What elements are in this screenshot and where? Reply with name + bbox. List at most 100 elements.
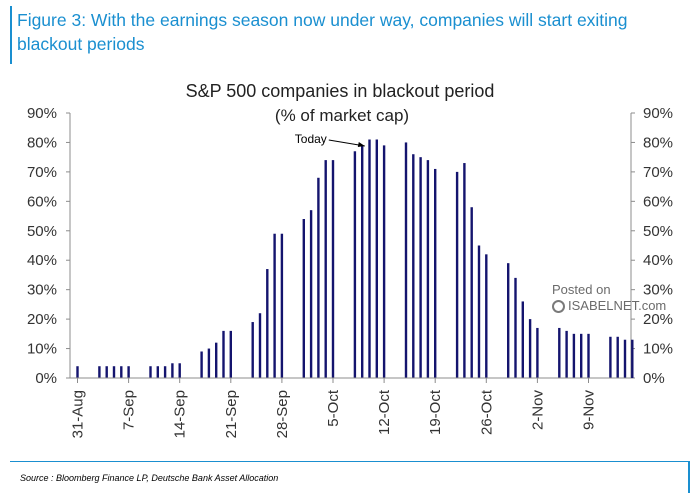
bar [309, 210, 313, 378]
bar [507, 263, 510, 378]
left-y-tick-label: 60% [27, 193, 57, 210]
globe-icon [552, 299, 565, 313]
bar [419, 157, 422, 378]
bar [273, 233, 276, 378]
watermark-site: ISABELNET.com [552, 298, 666, 314]
bar [251, 322, 254, 378]
bar [631, 339, 634, 378]
x-tick-label: 7-Sep [121, 390, 138, 430]
watermark-site-name: ISABELNET.com [568, 298, 667, 313]
bar [156, 366, 159, 378]
bar [521, 301, 524, 378]
bar [112, 366, 116, 378]
bar [565, 330, 568, 378]
x-axis: 31-Aug 7-Sep 14-Sep 21-Sep 28-Sep 5-Oct 12-Oct… [70, 377, 631, 438]
figure-heading: Figure 3: With the earnings season now u… [17, 10, 628, 54]
bar [163, 366, 167, 378]
bar [361, 145, 364, 378]
heading-accent-rule [10, 6, 12, 64]
bar [616, 336, 619, 378]
x-tick-label: 19-Oct [427, 389, 444, 435]
bar [623, 339, 627, 378]
bar [412, 154, 415, 378]
bar [98, 366, 101, 378]
bar [455, 171, 459, 378]
right-y-axis: 0% 10% 20% 30% 40% 50% 60% 70% 80% 90% [630, 105, 673, 387]
bar [368, 139, 371, 378]
right-y-tick-label: 10% [643, 341, 673, 358]
chart-title: S&P 500 companies in blackout period [186, 81, 495, 101]
chart-subtitle: (% of market cap) [275, 106, 409, 125]
bar [207, 348, 211, 378]
x-tick-label: 28-Sep [274, 390, 291, 438]
right-y-tick-label: 60% [643, 193, 673, 210]
bar [280, 233, 284, 378]
right-y-tick-label: 0% [643, 370, 665, 387]
bar [105, 366, 108, 378]
bar [222, 330, 225, 378]
bar [317, 177, 320, 378]
bar [229, 330, 232, 378]
left-y-tick-label: 80% [27, 134, 57, 151]
left-y-tick-label: 20% [27, 311, 57, 328]
x-tick-label: 12-Oct [376, 389, 393, 435]
left-y-axis: 0% 10% 20% 30% 40% 50% 60% 70% 80% 90% [27, 105, 71, 387]
bar [536, 327, 539, 378]
footer-side-rule [688, 461, 690, 493]
bar [324, 160, 327, 378]
x-tick-label: 26-Oct [478, 389, 495, 435]
right-y-tick-label: 70% [643, 164, 673, 181]
bar [331, 160, 335, 378]
left-y-tick-label: 50% [27, 223, 57, 240]
bar [266, 269, 269, 378]
right-y-tick-label: 90% [643, 105, 673, 122]
right-y-tick-label: 50% [643, 223, 673, 240]
today-annotation: Today [295, 132, 365, 147]
left-y-tick-label: 40% [27, 252, 57, 269]
bar [528, 319, 532, 378]
bar [587, 333, 590, 378]
bar [382, 145, 386, 378]
bar [572, 333, 576, 378]
annotation-label: Today [295, 132, 327, 146]
annotation-arrowhead [357, 142, 365, 147]
right-y-tick-label: 40% [643, 252, 673, 269]
left-y-tick-label: 70% [27, 164, 57, 181]
bar [127, 366, 130, 378]
chart: S&P 500 companies in blackout period (% … [27, 81, 673, 438]
bar [302, 219, 305, 378]
bar [426, 160, 430, 378]
bar [434, 168, 437, 378]
bar [178, 363, 181, 378]
bar [609, 336, 612, 378]
bar [258, 313, 262, 378]
left-y-tick-label: 90% [27, 105, 57, 122]
left-y-tick-label: 0% [35, 370, 57, 387]
watermark: Posted on ISABELNET.com [552, 282, 666, 314]
bar [580, 333, 583, 378]
right-y-tick-label: 80% [643, 134, 673, 151]
watermark-posted-on: Posted on [552, 282, 611, 297]
bar [485, 254, 488, 378]
bar [477, 245, 481, 378]
bar [171, 363, 174, 378]
bar-series [76, 139, 634, 378]
x-tick-label: 31-Aug [70, 390, 87, 438]
bar [353, 151, 357, 378]
footer-rule [10, 461, 690, 462]
right-y-tick-label: 30% [643, 282, 673, 299]
right-y-tick-label: 20% [643, 311, 673, 328]
bar [558, 327, 561, 378]
bar [404, 142, 408, 378]
bar [200, 351, 203, 378]
bar [149, 366, 152, 378]
bar [375, 139, 378, 378]
x-tick-label: 9-Nov [581, 390, 598, 431]
bar [120, 366, 123, 378]
x-tick-label: 14-Sep [172, 390, 189, 438]
x-tick-label: 21-Sep [223, 390, 240, 438]
bar [514, 277, 517, 378]
x-tick-label: 5-Oct [325, 389, 342, 427]
x-tick-label: 2-Nov [529, 390, 546, 431]
left-y-tick-label: 10% [27, 341, 57, 358]
